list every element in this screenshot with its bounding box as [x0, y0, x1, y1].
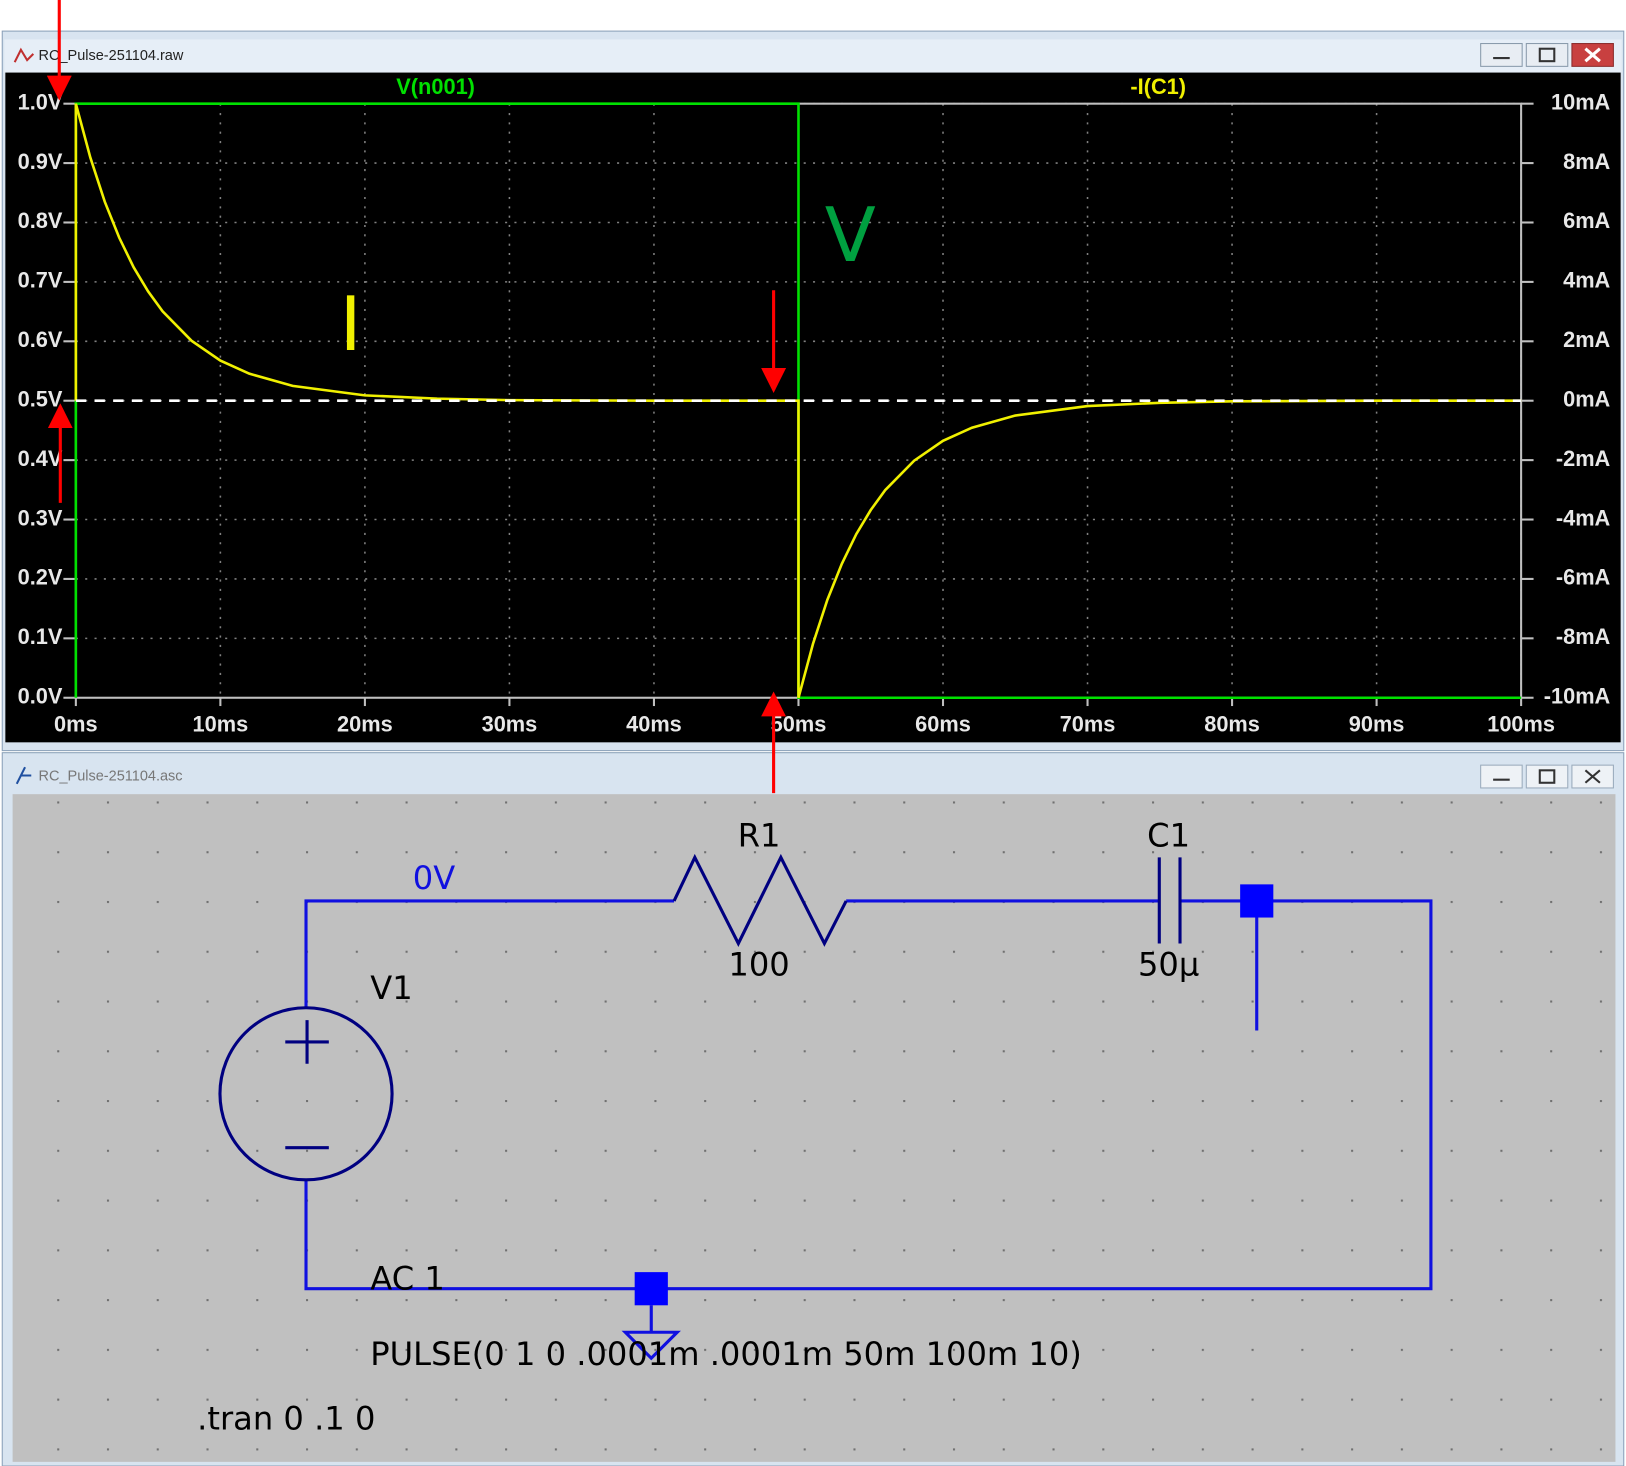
plot-area: [5, 72, 1621, 743]
resistor[interactable]: [672, 853, 848, 947]
y-tick-label: 0.5V: [18, 386, 63, 411]
x-tick-label: 20ms: [337, 711, 393, 736]
maximize-button[interactable]: [1525, 43, 1569, 67]
y-tick-label: 1.0V: [18, 89, 63, 114]
y-tick-label: 0.8V: [18, 208, 63, 233]
component-value: 100: [728, 945, 789, 983]
y2-tick-label: 2mA: [1563, 327, 1610, 352]
y2-tick-label: -4mA: [1556, 505, 1611, 530]
app-icon: [13, 47, 35, 63]
probe-node[interactable]: [634, 1272, 668, 1306]
x-tick-label: 100ms: [1487, 711, 1555, 736]
x-tick-label: 30ms: [482, 711, 538, 736]
y-tick-label: 0.1V: [18, 624, 63, 649]
source-polarity: [285, 1020, 329, 1150]
x-tick-label: 70ms: [1060, 711, 1116, 736]
schematic-grid: [12, 794, 1616, 1462]
capacitor[interactable]: [1157, 857, 1182, 944]
y2-tick-label: -6mA: [1556, 565, 1611, 590]
y-tick-label: 0.3V: [18, 505, 63, 530]
minimize-button[interactable]: [1480, 43, 1523, 67]
series-line: [74, 103, 1522, 699]
x-tick-label: 0ms: [54, 711, 98, 736]
window-buttons[interactable]: [1480, 764, 1614, 789]
net-label: 0V: [413, 859, 455, 897]
x-tick-label: 40ms: [626, 711, 682, 736]
voltage-source[interactable]: [218, 1006, 394, 1182]
ground: [621, 1305, 681, 1361]
component-name: R1: [738, 817, 781, 855]
component-value: AC 1: [370, 1259, 445, 1297]
window-buttons[interactable]: [1480, 43, 1614, 67]
y2-tick-label: -2mA: [1556, 446, 1611, 471]
y-tick-label: 0.4V: [18, 446, 63, 471]
y2-tick-label: 0mA: [1563, 386, 1610, 411]
arrows: [46, 0, 787, 794]
y-tick-label: 0.7V: [18, 268, 63, 293]
probe-node[interactable]: [1240, 884, 1274, 918]
y2-tick-label: -10mA: [1544, 683, 1611, 708]
x-tick-label: 10ms: [193, 711, 249, 736]
legend-entry: -I(C1): [1130, 74, 1186, 99]
minimize-button[interactable]: [1480, 764, 1523, 789]
wire: [304, 899, 1433, 1291]
y2-tick-label: -8mA: [1556, 624, 1611, 649]
legend-entry: V(n001): [396, 74, 475, 99]
y2-tick-label: 4mA: [1563, 268, 1610, 293]
app-icon: [15, 766, 32, 785]
maximize-button[interactable]: [1525, 764, 1569, 789]
annotation: V: [825, 192, 876, 279]
y-tick-label: 0.6V: [18, 327, 63, 352]
circuit: 0V R1 100 C1 50µ V1 AC 1 PULSE(0 1 0 .00…: [197, 817, 1433, 1437]
component-value: 50µ: [1138, 945, 1199, 983]
x-tick-label: 90ms: [1349, 711, 1405, 736]
component-value: PULSE(0 1 0 .0001m .0001m 50m 100m 10): [370, 1335, 1082, 1373]
y2-tick-label: 6mA: [1563, 208, 1610, 233]
window-title: RC_Pulse-251104.asc: [39, 768, 183, 784]
x-tick-label: 50ms: [771, 711, 827, 736]
x-tick-label: 80ms: [1204, 711, 1260, 736]
annotation: I: [340, 281, 362, 368]
title-bar: [4, 39, 1622, 73]
spice-directive: .tran 0 .1 0: [197, 1399, 375, 1437]
y-tick-label: 0.9V: [18, 149, 63, 174]
x-tick-label: 60ms: [915, 711, 971, 736]
component-name: C1: [1147, 817, 1190, 855]
y2-tick-label: 8mA: [1563, 149, 1610, 174]
window-title: RC_Pulse-251104.raw: [39, 48, 184, 64]
y-tick-label: 0.0V: [18, 683, 63, 708]
component-name: V1: [370, 969, 412, 1007]
y2-tick-label: 10mA: [1551, 89, 1611, 114]
y-tick-label: 0.2V: [18, 565, 63, 590]
plot: 0ms 10ms 20ms 30ms 40ms 50ms 60ms 70ms 80ms 90ms 1…: [18, 74, 1611, 737]
